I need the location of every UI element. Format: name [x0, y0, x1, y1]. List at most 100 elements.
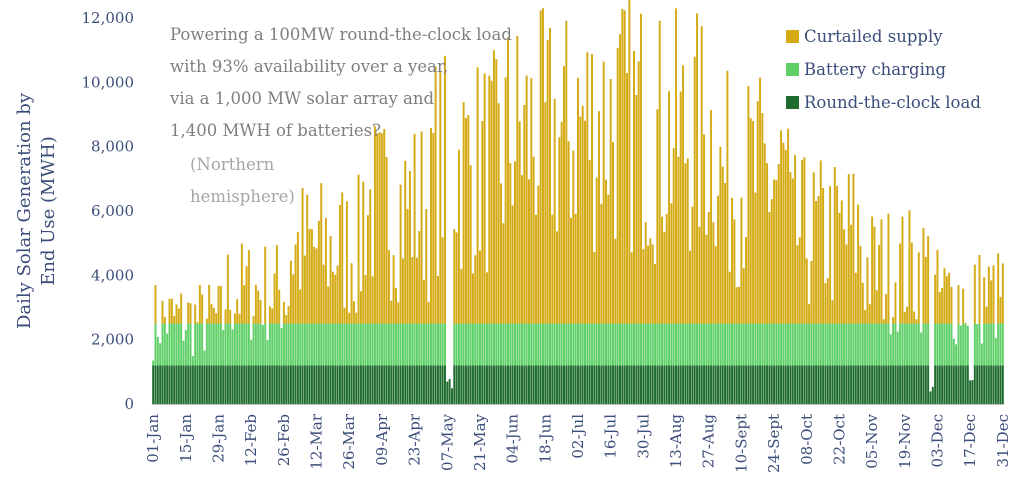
bar-load: [152, 365, 155, 404]
bar-curtailed: [478, 250, 481, 324]
bar-battery: [913, 323, 916, 366]
bar-battery: [196, 323, 199, 366]
bar-battery: [770, 323, 773, 366]
bar-load: [605, 365, 607, 404]
bar-curtailed: [173, 316, 176, 324]
bar-load: [565, 365, 568, 404]
bar-battery: [329, 323, 332, 366]
bar-load: [969, 380, 972, 404]
bar-load: [950, 365, 953, 404]
bar-curtailed: [556, 231, 558, 324]
bar-battery: [523, 323, 526, 366]
bar-curtailed: [434, 66, 437, 324]
bar-curtailed: [572, 150, 575, 324]
bar-battery: [556, 323, 558, 366]
y-tick-label: 2,000: [91, 331, 134, 349]
bar-load: [194, 365, 197, 404]
bar-load: [537, 365, 540, 404]
bar-load: [163, 365, 166, 404]
bar-load: [595, 365, 598, 404]
bar-battery: [745, 323, 748, 366]
bar-load: [492, 365, 495, 404]
bar-curtailed: [462, 102, 465, 324]
bar-curtailed: [460, 268, 463, 324]
legend-label-load: Round-the-clock load: [804, 93, 981, 112]
bar-curtailed: [422, 280, 425, 324]
bar-battery: [364, 323, 367, 366]
bar-curtailed: [420, 131, 423, 324]
x-tick-label: 08-Oct: [798, 414, 816, 465]
bar-battery: [936, 323, 939, 366]
bar-load: [847, 365, 850, 404]
bar-battery: [350, 323, 353, 366]
bar-load: [196, 365, 199, 404]
bar-load: [364, 365, 367, 404]
bar-load: [154, 365, 157, 404]
bar-battery: [313, 323, 316, 366]
bar-battery: [976, 324, 979, 366]
bar-load: [693, 365, 696, 404]
bar-curtailed: [836, 185, 839, 324]
bar-curtailed: [359, 291, 362, 324]
bar-load: [894, 365, 897, 404]
bar-battery: [761, 323, 764, 366]
x-tick-label: 12-Feb: [242, 414, 260, 466]
bar-load: [796, 365, 799, 404]
bar-load: [992, 365, 995, 404]
bar-load: [474, 365, 477, 404]
bar-load: [586, 365, 589, 404]
bar-curtailed: [418, 231, 421, 324]
bar-battery: [773, 323, 776, 366]
bar-load: [397, 365, 400, 404]
bar-load: [462, 365, 465, 404]
bar-load: [633, 365, 636, 404]
bar-load: [717, 365, 720, 404]
bar-battery: [168, 323, 171, 366]
bar-load: [868, 365, 871, 404]
bar-curtailed: [313, 246, 316, 324]
bar-load: [668, 365, 671, 404]
bar-battery: [229, 323, 232, 366]
bar-curtailed: [390, 300, 393, 324]
bar-battery: [675, 323, 678, 366]
bar-load: [913, 365, 916, 404]
bar-load: [824, 365, 827, 404]
bar-battery: [903, 323, 906, 366]
bars-layer: [152, 0, 1004, 404]
bar-load: [822, 365, 825, 404]
bar-curtailed: [766, 163, 769, 324]
bar-battery: [175, 323, 178, 366]
bar-load: [843, 365, 846, 404]
bar-curtailed: [217, 285, 220, 324]
bar-battery: [948, 323, 951, 366]
bar-curtailed: [899, 243, 902, 324]
bar-curtailed: [329, 236, 332, 324]
bar-load: [373, 365, 376, 404]
bar-battery: [721, 323, 724, 366]
x-tick-label: 16-Jul: [602, 414, 620, 459]
bar-load: [798, 365, 801, 404]
bar-curtailed: [528, 179, 530, 324]
bar-load: [775, 365, 778, 404]
bar-curtailed: [735, 287, 738, 324]
bar-curtailed: [520, 175, 523, 324]
bar-battery: [299, 323, 302, 366]
bar-battery: [579, 323, 582, 366]
bar-curtailed: [866, 257, 869, 324]
y-tick-label: 0: [124, 395, 134, 413]
bar-battery: [535, 323, 537, 366]
bar-curtailed: [609, 78, 612, 324]
bar-curtailed: [747, 86, 750, 324]
bar-curtailed: [210, 304, 213, 324]
bar-load: [161, 365, 164, 404]
bar-curtailed: [661, 216, 664, 324]
bar-battery: [425, 323, 428, 366]
bar-load: [777, 365, 780, 404]
bar-load: [301, 365, 304, 404]
bar-curtailed: [535, 214, 537, 324]
bar-load: [787, 365, 790, 404]
bar-load: [866, 365, 869, 404]
bar-load: [224, 365, 227, 404]
bar-load: [789, 365, 792, 404]
